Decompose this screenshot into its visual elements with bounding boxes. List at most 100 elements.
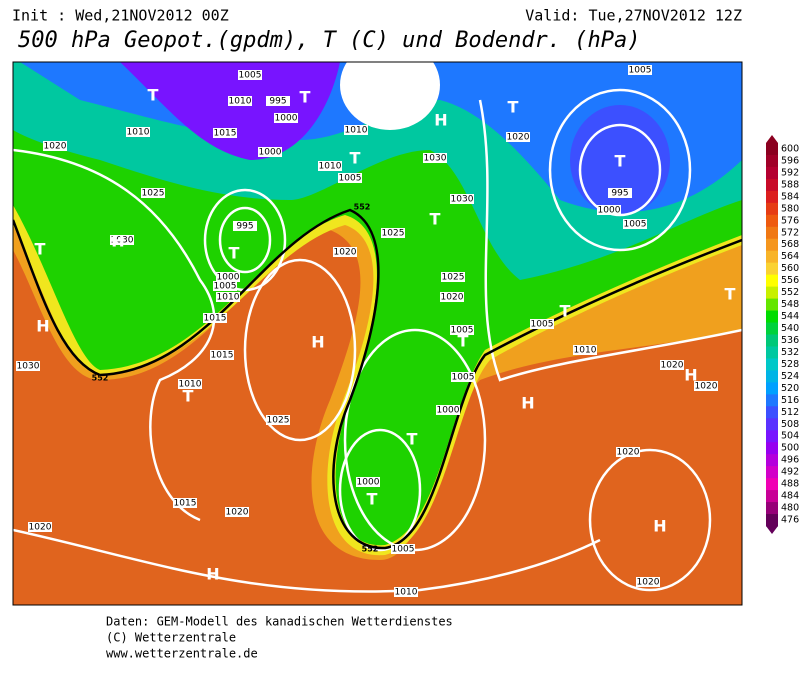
isobar-label: 1010 (345, 126, 368, 136)
isobar-label: 1030 (451, 195, 474, 205)
label-box (258, 147, 282, 157)
legend-label: 492 (781, 467, 799, 478)
map-frame (12, 61, 743, 606)
legend-swatch (766, 178, 778, 192)
label-box (441, 272, 465, 282)
label-box (173, 498, 197, 508)
legend-label: 516 (781, 395, 799, 406)
label-box (266, 96, 290, 106)
isobar-label: 1005 (531, 320, 554, 330)
isobar-label: 1010 (574, 346, 597, 356)
label-box (450, 325, 474, 335)
legend-label: 588 (781, 179, 799, 190)
legend-swatch (766, 274, 778, 288)
isobar-label: 1000 (259, 148, 282, 158)
legend-label: 576 (781, 215, 799, 226)
label-box (394, 587, 418, 597)
legend-swatch (766, 406, 778, 419)
isobar-label: 1005 (339, 174, 362, 184)
isobar-label: 1030 (17, 362, 40, 372)
pressure-system: H (653, 517, 666, 536)
isobar-label: 1005 (239, 71, 262, 81)
legend-swatch (766, 370, 778, 383)
pressure-system: H (521, 394, 534, 413)
label-box (16, 361, 40, 371)
legend-label: 568 (781, 239, 799, 250)
legend-swatch (766, 298, 778, 312)
legend-label: 528 (781, 359, 799, 370)
isobar (218, 206, 272, 274)
legend-label: 536 (781, 335, 799, 346)
label-box (381, 228, 405, 238)
label-box (216, 272, 240, 282)
isobar-label: 1015 (211, 351, 234, 361)
legend-swatch (766, 154, 778, 168)
label-box (660, 360, 684, 370)
zone-deep-blue (570, 105, 670, 215)
isobar-label: 1000 (357, 478, 380, 488)
label-box (356, 477, 380, 487)
contour-label: 552 (92, 374, 109, 383)
isobar-label: 1010 (179, 380, 202, 390)
legend-swatch (766, 478, 778, 491)
label-box (450, 194, 474, 204)
label-box (210, 350, 234, 360)
legend-label: 592 (781, 167, 799, 178)
footer-line: Daten: GEM-Modell des kanadischen Wetter… (106, 615, 453, 629)
isobar-label: 1020 (441, 293, 464, 303)
legend-label: 476 (781, 515, 799, 526)
legend-label: 520 (781, 383, 799, 394)
legend-label: 480 (781, 503, 799, 514)
label-box (228, 96, 252, 106)
label-box (266, 415, 290, 425)
legend-label: 484 (781, 491, 799, 502)
label-box (573, 345, 597, 355)
label-box (333, 247, 357, 257)
label-box (225, 507, 249, 517)
label-box (213, 281, 237, 291)
legend-swatch (766, 358, 778, 371)
isobar-label: 1010 (217, 293, 240, 303)
label-box (616, 447, 640, 457)
label-box (203, 313, 227, 323)
label-box (423, 153, 447, 163)
isobar-label: 1010 (319, 162, 342, 172)
footer-line: www.wetterzentrale.de (106, 647, 258, 661)
isobar-label: 1025 (442, 273, 465, 283)
contour-label: 552 (362, 545, 379, 554)
pressure-system: T (407, 430, 418, 449)
isobar-label: 1020 (44, 142, 67, 152)
legend-label: 508 (781, 419, 799, 430)
legend-swatch (766, 334, 778, 347)
isobar-label: 1005 (214, 282, 237, 292)
pressure-system: H (206, 565, 219, 584)
label-box (274, 113, 298, 123)
isobar-label: 1025 (267, 416, 290, 426)
label-box (597, 205, 621, 215)
isobar (548, 88, 692, 252)
legend-swatch (766, 250, 778, 264)
label-box (440, 292, 464, 302)
isobar-label: 1010 (127, 128, 150, 138)
legend-label: 504 (781, 431, 799, 442)
pressure-system: H (434, 111, 447, 130)
label-box (318, 161, 342, 171)
isobar-label: 995 (236, 222, 253, 232)
legend-swatch (766, 166, 778, 180)
legend-swatch (766, 214, 778, 228)
legend-swatch (766, 262, 778, 276)
legend-label: 532 (781, 347, 799, 358)
label-box (238, 70, 262, 80)
label-box (141, 188, 165, 198)
label-box (628, 65, 652, 75)
legend-swatch (766, 238, 778, 252)
pressure-system: H (311, 333, 324, 352)
label-box (623, 219, 647, 229)
legend-label: 488 (781, 479, 799, 490)
legend-swatch (766, 514, 778, 527)
legend-label: 496 (781, 455, 799, 466)
isobar-label: 1020 (507, 133, 530, 143)
pressure-system: H (36, 317, 49, 336)
label-box (344, 125, 368, 135)
